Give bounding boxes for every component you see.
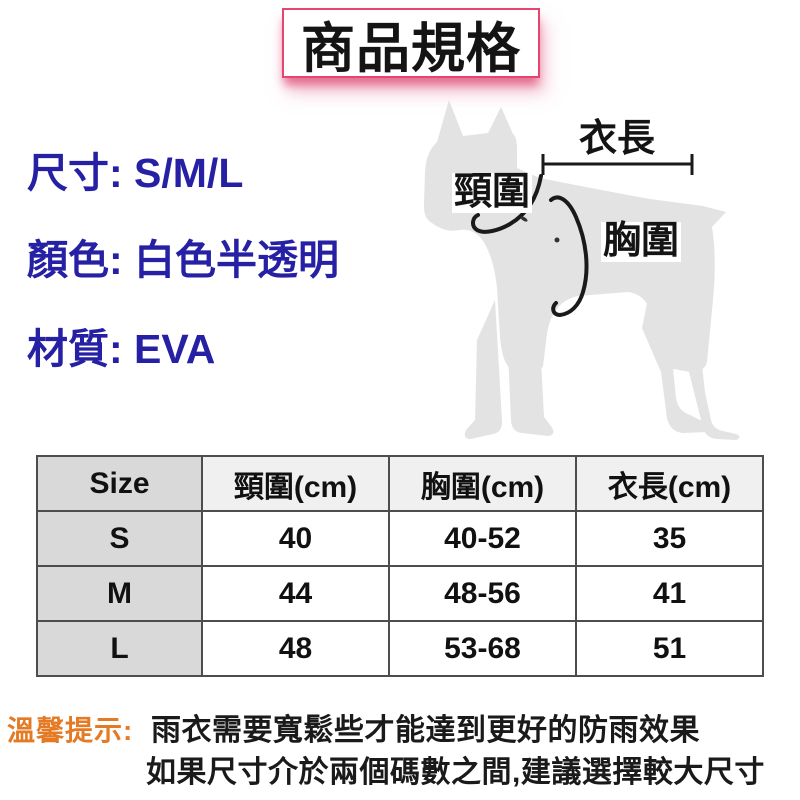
table-cell: 40-52 bbox=[388, 510, 577, 567]
dog-rear-leg-near bbox=[642, 298, 710, 433]
dog-front-leg-near bbox=[464, 300, 503, 439]
length-label: 衣長 bbox=[579, 118, 656, 160]
chest-measure-arc bbox=[549, 195, 589, 318]
table-cell: 53-68 bbox=[388, 620, 577, 677]
dog-front-leg-far bbox=[507, 330, 554, 436]
table-header-length: 衣長(cm) bbox=[575, 455, 764, 512]
table-cell-size: L bbox=[36, 620, 203, 677]
dog-diagram bbox=[423, 100, 740, 440]
dog-silhouette bbox=[423, 100, 726, 373]
tip-label: 溫馨提示: bbox=[7, 715, 134, 746]
harness-dot bbox=[554, 237, 560, 243]
table-row: M 44 48-56 41 bbox=[36, 565, 764, 622]
chest-label: 胸圍 bbox=[601, 220, 682, 262]
table-cell: 48 bbox=[201, 620, 390, 677]
size-table: Size 頸圍(cm) 胸圍(cm) 衣長(cm) S 40 40-52 35 … bbox=[36, 455, 764, 677]
table-cell-size: M bbox=[36, 565, 203, 622]
table-cell: 51 bbox=[575, 620, 764, 677]
table-cell: 35 bbox=[575, 510, 764, 567]
tip-line-1: 雨衣需要寬鬆些才能達到更好的防雨效果 bbox=[151, 714, 700, 747]
table-cell: 40 bbox=[201, 510, 390, 567]
table-cell: 44 bbox=[201, 565, 390, 622]
spec-size: 尺寸: S/M/L bbox=[27, 150, 244, 196]
table-cell: 41 bbox=[575, 565, 764, 622]
tip-line-2: 如果尺寸介於兩個碼數之間,建議選擇較大尺寸 bbox=[146, 756, 765, 789]
dog-rear-leg-far bbox=[686, 330, 740, 440]
table-cell-size: S bbox=[36, 510, 203, 567]
table-header-size: Size bbox=[36, 455, 203, 512]
page-title: 商品規格 bbox=[282, 8, 540, 79]
neck-label: 頸圍 bbox=[452, 171, 533, 213]
table-header-row: Size 頸圍(cm) 胸圍(cm) 衣長(cm) bbox=[36, 455, 764, 512]
table-row: L 48 53-68 51 bbox=[36, 620, 764, 677]
table-cell: 48-56 bbox=[388, 565, 577, 622]
table-row: S 40 40-52 35 bbox=[36, 510, 764, 567]
table-header-chest: 胸圍(cm) bbox=[388, 455, 577, 512]
spec-color: 顏色: 白色半透明 bbox=[27, 237, 340, 283]
harness-mark bbox=[520, 216, 528, 222]
spec-material: 材質: EVA bbox=[27, 326, 216, 372]
table-header-neck: 頸圍(cm) bbox=[201, 455, 390, 512]
